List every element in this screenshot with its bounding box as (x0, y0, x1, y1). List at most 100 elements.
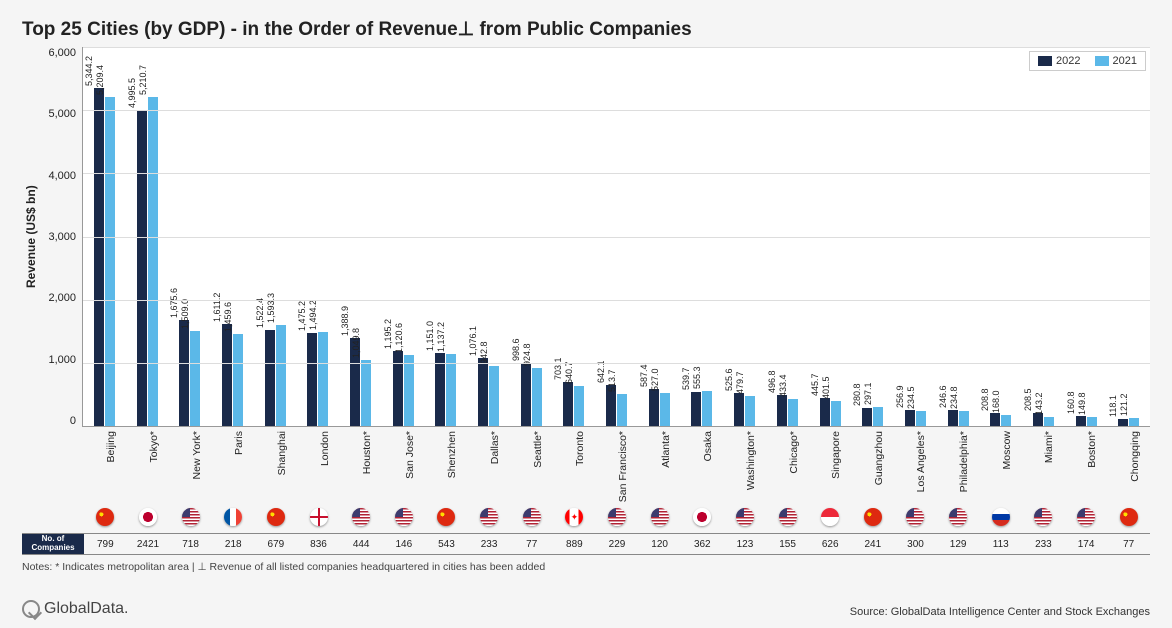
legend-item-2022: 2022 (1038, 55, 1080, 67)
bar-value-label: 1,076.1 (468, 326, 478, 356)
x-tick-label: Philadelphia* (937, 427, 980, 505)
flag-cell (638, 508, 681, 526)
flag-icon (182, 508, 200, 526)
bar-value-label: 121.2 (1119, 394, 1129, 417)
companies-count: 241 (852, 534, 895, 554)
bar: 1,459.6 (233, 334, 243, 426)
x-tick-label: Chicago* (766, 427, 809, 505)
x-axis-labels: BeijingTokyo*New York*ParisShanghaiLondo… (84, 427, 1150, 505)
companies-count: 836 (297, 534, 340, 554)
flag-cell (724, 508, 767, 526)
bar: 246.6 (948, 410, 958, 426)
companies-count: 362 (681, 534, 724, 554)
companies-count: 77 (510, 534, 553, 554)
companies-row: No. of Companies 79924217182186798364441… (22, 533, 1150, 555)
flag-icon (992, 508, 1010, 526)
bar: 1,137.2 (446, 354, 456, 426)
bar-value-label: 1,675.6 (169, 288, 179, 318)
companies-count: 218 (212, 534, 255, 554)
x-tick-label: Seattle* (510, 427, 553, 505)
bar-value-label: 1,611.2 (212, 293, 222, 322)
bar-value-label: 5,209.4 (95, 65, 105, 95)
bar: 1,151.0 (435, 353, 445, 426)
flag-cell (1022, 508, 1065, 526)
flag-icon (267, 508, 285, 526)
bar-value-label: 246.6 (938, 386, 948, 409)
companies-header: No. of Companies (22, 534, 84, 554)
x-tick-label: London (297, 427, 340, 505)
x-tick-label: Singapore (809, 427, 852, 505)
bar: 401.5 (831, 401, 841, 426)
bar-value-label: 1,593.3 (266, 293, 276, 323)
companies-count: 146 (382, 534, 425, 554)
flag-cell (297, 508, 340, 526)
bar: 513.7 (617, 394, 627, 426)
bar-value-label: 280.8 (852, 384, 862, 407)
companies-count: 123 (724, 534, 767, 554)
x-tick-label: Guangzhou (852, 427, 895, 505)
companies-count: 113 (979, 534, 1022, 554)
flag-icon (693, 508, 711, 526)
bar-value-label: 5,344.2 (84, 56, 94, 86)
flag-cell (425, 508, 468, 526)
y-tick: 0 (70, 415, 76, 427)
companies-count: 718 (169, 534, 212, 554)
bar-value-label: 998.6 (511, 338, 521, 361)
bar-value-label: 1,522.4 (255, 298, 265, 328)
flag-cell (468, 508, 511, 526)
flag-icon (565, 508, 583, 526)
companies-count: 233 (1022, 534, 1065, 554)
flag-icon (906, 508, 924, 526)
bar: 5,209.4 (105, 97, 115, 426)
flag-cell (1107, 508, 1150, 526)
bar-value-label: 1,459.6 (223, 302, 233, 332)
companies-count: 120 (638, 534, 681, 554)
flag-cell (553, 508, 596, 526)
flag-icon (139, 508, 157, 526)
bar: 433.4 (788, 399, 798, 426)
bar: 234.8 (959, 411, 969, 426)
bar-value-label: 445.7 (810, 373, 820, 396)
bar-value-label: 208.8 (980, 388, 990, 411)
y-axis-label: Revenue (US$ bn) (22, 47, 40, 427)
bar-value-label: 256.9 (895, 385, 905, 408)
bar: 445.7 (820, 398, 830, 426)
x-tick-label: Moscow (979, 427, 1022, 505)
bar: 1,195.2 (393, 351, 403, 426)
flag-icon (608, 508, 626, 526)
bar-value-label: 5,210.7 (138, 65, 148, 95)
bar-value-label: 1,509.0 (180, 299, 190, 329)
x-tick-label: Los Angeles* (894, 427, 937, 505)
bar-value-label: 640.7 (564, 361, 574, 384)
bar-value-label: 513.7 (607, 369, 617, 392)
legend-item-2021: 2021 (1095, 55, 1137, 67)
flags-row (84, 505, 1150, 529)
bar: 539.7 (691, 392, 701, 426)
y-tick: 4,000 (48, 170, 76, 182)
flag-icon (96, 508, 114, 526)
logo-icon (22, 600, 40, 618)
bar-value-label: 1,388.9 (340, 306, 350, 336)
bar-value-label: 496.8 (767, 370, 777, 393)
flag-cell (510, 508, 553, 526)
bar: 587.4 (649, 389, 659, 426)
bar-value-label: 1,151.0 (425, 321, 435, 351)
flag-icon (949, 508, 967, 526)
y-axis-ticks: 6,0005,0004,0003,0002,0001,0000 (40, 47, 82, 427)
bar-value-label: 1,494.2 (308, 300, 318, 330)
bar: 121.2 (1129, 418, 1139, 426)
x-tick-label: Houston* (340, 427, 383, 505)
bar-value-label: 942.8 (479, 342, 489, 365)
bar: 1,076.1 (478, 358, 488, 426)
bar-value-label: 149.8 (1077, 392, 1087, 415)
flag-cell (894, 508, 937, 526)
flag-icon (310, 508, 328, 526)
y-tick: 6,000 (48, 47, 76, 59)
x-tick-label: Washington* (724, 427, 767, 505)
bar: 168.0 (1001, 415, 1011, 426)
bar-value-label: 160.8 (1066, 391, 1076, 414)
companies-count: 799 (84, 534, 127, 554)
flag-cell (382, 508, 425, 526)
flag-cell (681, 508, 724, 526)
bar: 256.9 (905, 410, 915, 426)
